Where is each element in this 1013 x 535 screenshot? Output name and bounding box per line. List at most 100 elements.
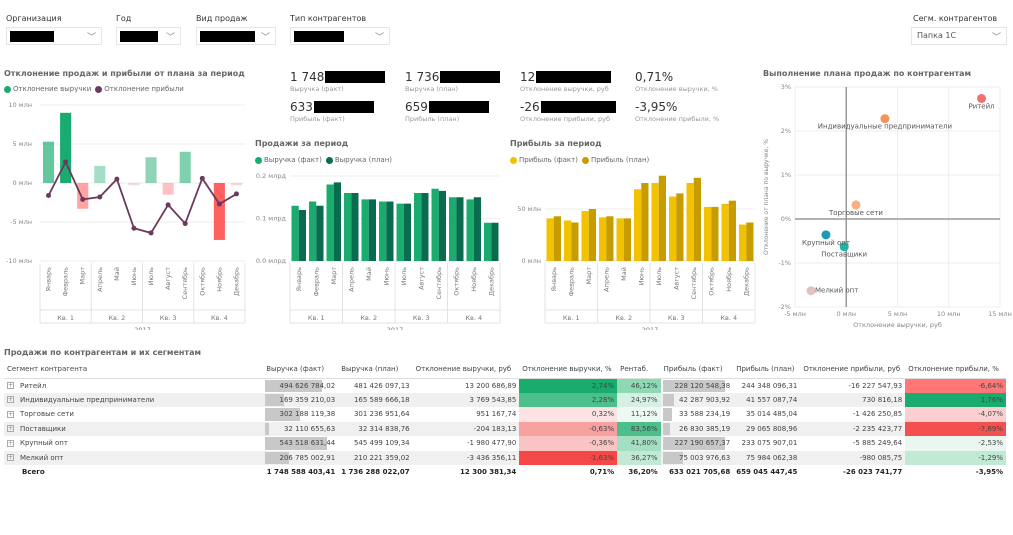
- month-tick-label: Январь: [550, 267, 558, 292]
- kpi-value-text: 633: [290, 100, 313, 114]
- profit-deviation-point: [46, 192, 52, 198]
- deviation-chart[interactable]: 10 млн 5 млн 0 млн -5 млн -10 млн Январь Февра…: [0, 95, 250, 330]
- data-bar: [265, 437, 328, 450]
- table-row[interactable]: + Ритейл 494 626 784,02 481 426 097,13 13 20…: [4, 378, 1006, 393]
- table-row[interactable]: + Мелкий опт 206 785 002,91 210 221 359,02 -…: [4, 450, 1006, 465]
- plan-bar: [333, 182, 341, 261]
- plan-bar: [728, 200, 736, 261]
- plan-bar: [438, 190, 446, 261]
- cell-text: 730 816,18: [862, 395, 903, 404]
- legend-dot-icon: [95, 85, 103, 93]
- month-tick-label: Февраль: [312, 267, 320, 297]
- column-header[interactable]: Сегмент контрагента: [4, 360, 264, 379]
- column-header[interactable]: Рентаб.: [617, 360, 661, 379]
- kpi-card: -3,95% Отклонение прибыли, %: [635, 100, 719, 123]
- y-tick-label: 0 млн: [12, 179, 32, 187]
- chevron-down-icon: ﹀: [991, 33, 1001, 43]
- cell-text: Мелкий опт: [20, 453, 64, 462]
- column-header[interactable]: Прибыль (факт): [660, 360, 734, 379]
- column-header[interactable]: Прибыль (план): [733, 360, 801, 379]
- column-header[interactable]: Отклонение прибыли, руб: [800, 360, 906, 379]
- sales-chart[interactable]: 0.2 млрд 0.1 млрд 0.0 млрд Январь Февраль Мар…: [250, 95, 505, 330]
- fact-bar: [581, 211, 589, 261]
- fact-bar: [326, 184, 334, 261]
- table-cell: -4,07%: [905, 407, 1006, 422]
- cell-text: -204 183,13: [473, 424, 517, 433]
- fact-bar: [704, 206, 712, 261]
- table-row[interactable]: + Индивидуальные предприниматели 169 359 2…: [4, 392, 1006, 407]
- month-tick-label: Август: [164, 267, 172, 290]
- legend-label: Отклонение прибыли: [104, 85, 184, 93]
- profit-chart-title: Прибыль за период: [510, 139, 602, 148]
- expand-icon[interactable]: +: [7, 454, 14, 462]
- kpi-value-text: -3,95%: [635, 100, 678, 114]
- month-tick-label: Сентябрь: [690, 267, 698, 300]
- scatter-point: [839, 242, 849, 252]
- filter-dropdown[interactable]: ﹀: [196, 27, 276, 45]
- revenue-deviation-bar: [94, 165, 106, 183]
- scatter-point: [821, 230, 831, 240]
- expand-icon[interactable]: +: [7, 439, 14, 447]
- y-tick-label: 1%: [781, 171, 791, 179]
- quarter-tick-label: Кв. 1: [57, 314, 74, 322]
- table-row[interactable]: + Крупный опт 543 518 631,44 545 499 109,34…: [4, 436, 1006, 451]
- cell-text: 26 830 385,19: [679, 424, 731, 433]
- quarter-tick-label: Кв. 2: [109, 314, 126, 322]
- legend-dot-icon: [510, 156, 517, 164]
- y-tick-label: -5 млн: [10, 218, 32, 226]
- cell-text: 210 221 359,02: [353, 453, 410, 462]
- expand-icon[interactable]: +: [7, 425, 14, 433]
- table-cell: + Ритейл: [4, 378, 263, 393]
- quarter-tick-label: Кв. 2: [360, 314, 377, 322]
- table-cell: 951 167,74: [413, 407, 520, 422]
- redacted-value: [294, 31, 344, 42]
- profit-chart[interactable]: 50 млн 0 млн Январь Февраль Март Апрель Май Июн…: [505, 95, 760, 330]
- year-tick-label: 2017: [134, 326, 151, 330]
- cell-text: 12 300 381,34: [460, 468, 517, 477]
- profit-deviation-point: [97, 194, 103, 200]
- legend-label: Прибыль (факт): [519, 156, 578, 164]
- segment-filter-dropdown[interactable]: Папка 1С ﹀: [911, 27, 1007, 45]
- month-tick-label: Декабрь: [487, 267, 495, 296]
- filter-dropdown[interactable]: ﹀: [6, 27, 102, 45]
- total-cell: 12 300 381,34: [413, 465, 520, 480]
- cell-text: 42 287 903,92: [679, 395, 731, 404]
- table-row[interactable]: + Поставщики 32 110 655,63 32 314 838,76 -20…: [4, 421, 1006, 436]
- table-cell: 543 518 631,44: [263, 436, 338, 451]
- column-header[interactable]: Выручка (факт): [263, 360, 339, 379]
- legend-label: Прибыль (план): [590, 156, 650, 164]
- revenue-deviation-bar: [213, 183, 225, 240]
- cell-text: 228 120 548,38: [674, 381, 731, 390]
- column-header[interactable]: Отклонение прибыли, %: [905, 360, 1006, 379]
- redacted-value: [200, 31, 255, 42]
- expand-icon[interactable]: +: [7, 396, 14, 404]
- month-tick-label: Январь: [45, 267, 53, 292]
- expand-icon[interactable]: +: [7, 410, 14, 418]
- column-header[interactable]: Отклонение выручки, %: [519, 360, 618, 379]
- cell-text: 633 021 705,68: [669, 468, 731, 477]
- column-header[interactable]: Отклонение выручки, руб: [412, 360, 520, 379]
- redacted-value: [325, 71, 386, 83]
- segment-filter-label: Сегм. контрагентов: [913, 14, 998, 23]
- plan-bar: [588, 209, 596, 261]
- scatter-chart[interactable]: 3% 2% 1% 0% -1% -2%-5 млн 0 млн 5 млн 10 млн 15 м…: [755, 75, 1013, 335]
- column-header[interactable]: Выручка (план): [338, 360, 413, 379]
- month-tick-label: Июнь: [130, 267, 138, 286]
- data-bar: [265, 393, 285, 406]
- year-tick-label: 2017: [387, 326, 404, 330]
- kpi-card: 1 736 Выручка (план): [405, 70, 501, 93]
- filter-dropdown[interactable]: ﹀: [116, 27, 181, 45]
- month-tick-label: Октябрь: [198, 267, 206, 296]
- table-row[interactable]: + Торговые сети 302 188 119,38 301 236 951,…: [4, 407, 1006, 422]
- cell-text: -6,64%: [978, 381, 1003, 390]
- quarter-tick-label: Кв. 4: [720, 314, 737, 322]
- total-cell: 633 021 705,68: [661, 465, 734, 480]
- filter-dropdown[interactable]: ﹀: [290, 27, 390, 45]
- total-cell: 36,20%: [617, 465, 660, 480]
- expand-icon[interactable]: +: [7, 382, 14, 389]
- redacted-value: [536, 71, 612, 83]
- cell-text: Всего: [22, 468, 45, 477]
- sales-chart-legend: Выручка (факт) Выручка (план): [255, 156, 392, 164]
- kpi-card: 12 Отклонение выручки, руб: [520, 70, 612, 93]
- table-cell: 26 830 385,19: [660, 421, 734, 436]
